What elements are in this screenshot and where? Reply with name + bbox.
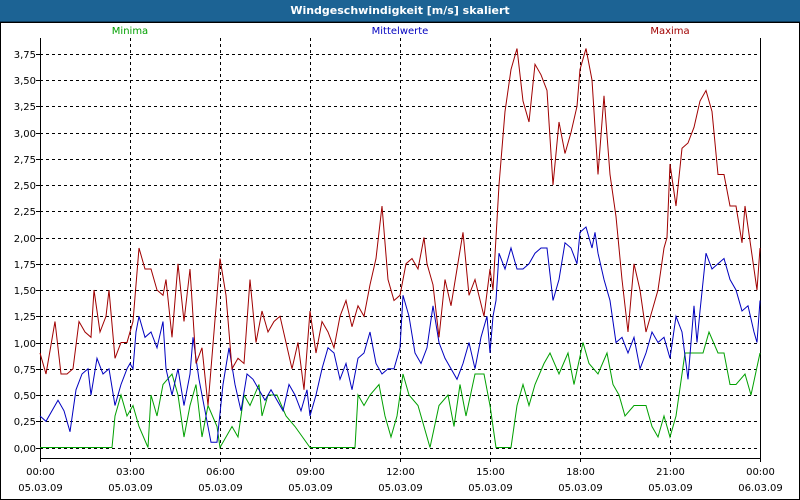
y-tick-label: 0,50 bbox=[14, 391, 36, 402]
series-line-mittelwerte bbox=[39, 226, 761, 443]
title-bar: Windgeschwindigkeit [m/s] skaliert bbox=[0, 0, 800, 22]
x-tick-time: 09:00 bbox=[296, 467, 325, 478]
x-tick-date: 05.03.09 bbox=[108, 483, 153, 494]
series-line-minima bbox=[40, 330, 761, 450]
window-title: Windgeschwindigkeit [m/s] skaliert bbox=[290, 4, 510, 17]
y-tick-label: 2,25 bbox=[14, 207, 36, 218]
x-tick-labels: 00:00 05.03.09 03:00 05.03.09 06:00 05.03.09 0… bbox=[18, 467, 783, 494]
x-tick-time: 15:00 bbox=[476, 467, 505, 478]
y-tick-label: 0,25 bbox=[14, 417, 36, 428]
x-tick-time: 21:00 bbox=[656, 467, 685, 478]
x-tick-date: 06.03.09 bbox=[738, 483, 783, 494]
y-tick-label: 2,00 bbox=[14, 234, 36, 245]
legend-label-mittelwerte: Mittelwerte bbox=[372, 26, 429, 37]
x-tick-time: 00:00 bbox=[26, 467, 55, 478]
legend-label-minima: Minima bbox=[112, 26, 148, 37]
legend-label-maxima: Maxima bbox=[650, 26, 689, 37]
y-tick-label: 2,50 bbox=[14, 181, 36, 192]
legend: Minima Mittelwerte Maxima bbox=[112, 26, 690, 37]
x-tick-date: 05.03.09 bbox=[558, 483, 603, 494]
y-tick-label: 0,00 bbox=[14, 444, 36, 455]
y-tick-labels: 0,00 0,25 0,50 0,75 1,00 1,25 1,50 1,75 2,00 2,25… bbox=[14, 50, 36, 455]
line-chart: 0,00 0,25 0,50 0,75 1,00 1,25 1,50 1,75 2,00 2,25… bbox=[0, 22, 800, 500]
x-tick-time: 06:00 bbox=[206, 467, 235, 478]
y-tick-label: 3,75 bbox=[14, 50, 36, 61]
x-tick-date: 05.03.09 bbox=[288, 483, 333, 494]
y-tick-label: 0,75 bbox=[14, 365, 36, 376]
x-tick-date: 05.03.09 bbox=[18, 483, 63, 494]
y-tick-label: 3,25 bbox=[14, 102, 36, 113]
x-tick-date: 05.03.09 bbox=[648, 483, 693, 494]
y-tick-label: 1,00 bbox=[14, 339, 36, 350]
x-tick-time: 12:00 bbox=[386, 467, 415, 478]
y-tick-label: 2,75 bbox=[14, 155, 36, 166]
x-tick-time: 18:00 bbox=[566, 467, 595, 478]
x-tick-time: 00:00 bbox=[746, 467, 775, 478]
x-tick-time: 03:00 bbox=[116, 467, 145, 478]
y-tick-label: 1,25 bbox=[14, 312, 36, 323]
x-tick-date: 05.03.09 bbox=[198, 483, 243, 494]
y-tick-label: 1,50 bbox=[14, 286, 36, 297]
y-tick-label: 3,50 bbox=[14, 76, 36, 87]
series-lines bbox=[39, 48, 761, 450]
axes bbox=[36, 38, 761, 462]
x-tick-date: 05.03.09 bbox=[378, 483, 423, 494]
series-line-maxima bbox=[39, 48, 761, 406]
x-tick-date: 05.03.09 bbox=[468, 483, 513, 494]
y-tick-label: 1,75 bbox=[14, 260, 36, 271]
y-tick-label: 3,00 bbox=[14, 129, 36, 140]
